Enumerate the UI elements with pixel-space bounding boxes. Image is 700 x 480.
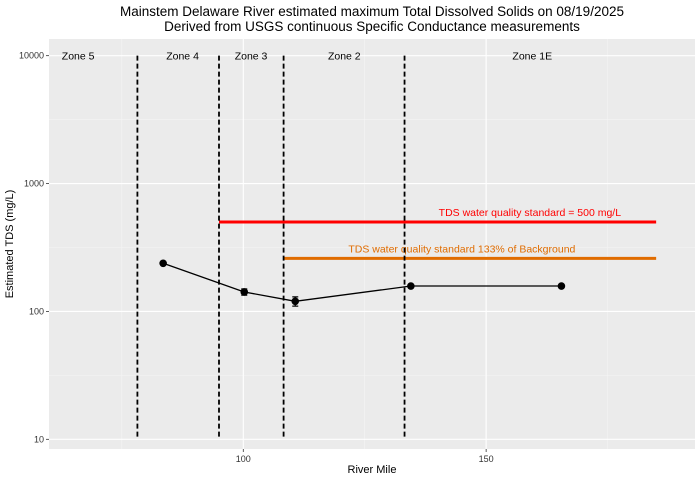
reference-lines: TDS water quality standard = 500 mg/L TDS… (219, 207, 657, 260)
minor-grid (49, 39, 695, 449)
reference-line-label: TDS water quality standard = 500 mg/L (439, 207, 622, 219)
data-point (557, 282, 566, 290)
y-tick-label: 10000 (19, 51, 44, 61)
x-tick-label: 100 (236, 454, 251, 464)
major-grid (49, 39, 695, 449)
y-axis: 10 100 1000 10000 (19, 51, 49, 444)
x-axis-title: River Mile (348, 464, 397, 476)
chart-subtitle: Derived from USGS continuous Specific Co… (164, 19, 580, 34)
zone-label: Zone 5 (62, 51, 95, 63)
zone-label: Zone 4 (166, 51, 199, 63)
data-point (159, 259, 167, 268)
x-tick-label: 150 (479, 454, 494, 464)
y-axis-title: Estimated TDS (mg/L) (4, 190, 16, 299)
zone-labels: Zone 5 Zone 4 Zone 3 Zone 2 Zone 1E (62, 51, 552, 63)
series (159, 259, 566, 307)
x-axis: 100 150 (236, 449, 494, 464)
data-point (240, 288, 249, 296)
data-point (407, 282, 415, 290)
zone-label: Zone 3 (235, 51, 268, 63)
y-tick-label: 10 (34, 434, 44, 444)
zone-label: Zone 2 (328, 51, 361, 63)
data-point (291, 297, 300, 306)
y-tick-label: 100 (29, 306, 44, 316)
plot-panel (49, 39, 695, 449)
zone-label: Zone 1E (512, 51, 552, 63)
chart-title: Mainstem Delaware River estimated maximu… (120, 4, 624, 19)
reference-line-label: TDS water quality standard 133% of Backg… (348, 244, 575, 256)
y-tick-label: 1000 (24, 179, 44, 189)
